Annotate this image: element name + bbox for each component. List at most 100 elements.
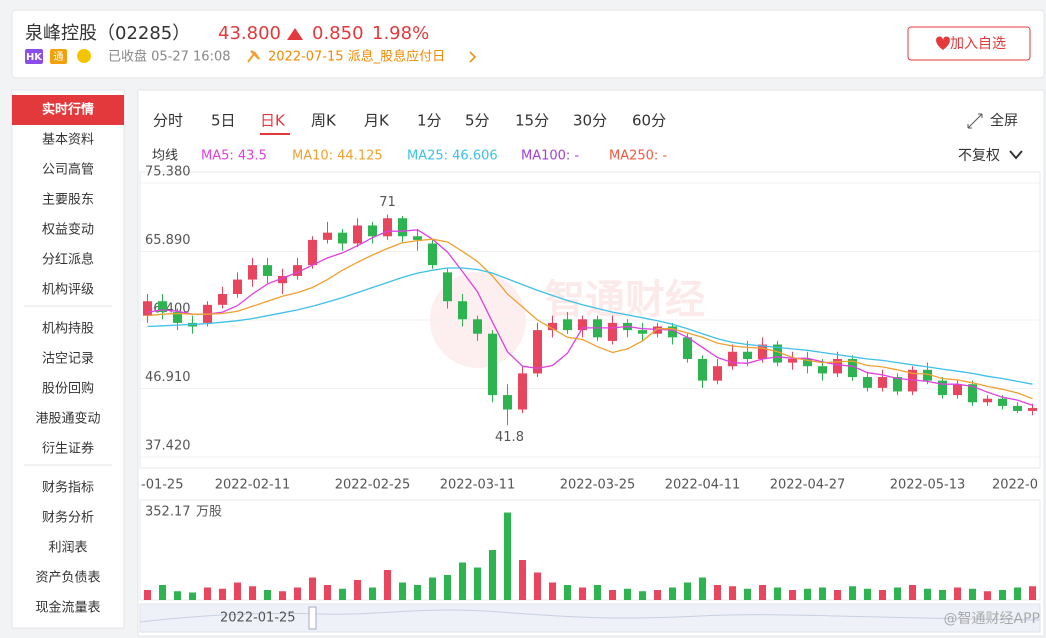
x-tick-label: 2022-04-27 [770,478,846,493]
volume-bar [1014,587,1021,600]
volume-bar [264,590,271,600]
rights-chevron [1009,150,1023,160]
icon [77,49,91,63]
sidebar-item[interactable]: 衍生证券 [42,441,94,457]
period-tab[interactable]: 5日 [211,112,236,130]
sidebar-item[interactable]: 资产负债表 [35,571,100,586]
high-label: 71 [379,195,396,210]
sidebar-item[interactable]: 公司高管 [42,162,94,178]
volume-bar [894,587,901,600]
ma-legend: MA100: - [521,149,579,164]
period-tab[interactable]: 5分 [465,112,490,130]
candle-body [923,369,932,381]
volume-bar [789,590,796,600]
candle-body [563,319,572,331]
sidebar-item[interactable]: 港股通变动 [35,411,100,427]
candle-body [488,333,497,396]
volume-unit: 万股 [196,505,222,520]
candle-body [323,232,332,240]
volume-bar [744,588,751,600]
period-tab[interactable]: 15分 [515,112,549,130]
candle-body [158,301,167,313]
candle-body [263,265,272,276]
sidebar-item[interactable]: 机构评级 [42,283,94,298]
candle-body [683,337,692,359]
volume-bar [684,582,691,600]
volume-bar [834,590,841,600]
period-tab[interactable]: 月K [364,112,390,130]
ma-legend: MA5: 43.5 [201,149,267,164]
chevron [469,51,477,63]
candle-body [668,326,677,338]
sidebar-item[interactable]: 沽空记录 [42,352,94,367]
volume-bar [879,590,886,600]
candle-body [533,330,542,374]
hk-badge: HK [26,52,43,63]
fullscreen-icon [967,113,983,129]
sidebar-item[interactable]: 现金流量表 [35,600,100,616]
sidebar-item[interactable]: 分红派息 [42,252,94,268]
volume-bar [1029,586,1036,600]
ma-legend: MA10: 44.125 [292,149,383,164]
volume-bar [489,550,496,600]
candle-body [953,384,962,396]
active-item-bg [12,95,124,125]
hk-badge-bg [25,49,43,64]
x-tick-label: -01-25 [141,478,183,493]
tong-badge: 通 [54,51,64,63]
navigator-handle[interactable] [308,606,317,630]
candle-body [578,319,587,331]
volume-bar [564,585,571,600]
x-tick-label: 2022-0 [992,478,1038,493]
percent: 1.98% [372,23,429,44]
volume-bar [429,577,436,600]
period-tab[interactable]: 30分 [573,112,607,130]
event[interactable]: 2022-07-15 派息_股息应付日 [268,49,445,65]
sidebar-item[interactable]: 财务分析 [42,510,94,526]
sidebar-item[interactable]: 基本资料 [42,133,94,148]
watch-button-label[interactable]: 加入自选 [950,36,1006,52]
period-tab[interactable]: 分时 [153,112,183,130]
sidebar-item[interactable]: 财务指标 [42,480,94,496]
volume-bar [849,586,856,600]
period-tab[interactable]: 60分 [632,112,666,130]
fullscreen[interactable]: 全屏 [990,112,1018,129]
candle-body [413,236,422,240]
volume-bar [594,585,601,600]
low-label: 41.8 [495,430,524,445]
x-tick-label: 2022-04-11 [665,478,741,493]
volume-bar [354,580,361,600]
volume-bar [549,582,556,600]
volume-bar [954,587,961,600]
x-tick-label: 2022-02-25 [335,478,411,493]
sidebar-item[interactable]: 利润表 [48,541,87,556]
sidebar-items: 实时行情基本资料公司高管主要股东权益变动分红派息机构评级机构持股沽空记录股份回购… [12,95,124,616]
candle-body [983,398,992,403]
sidebar-item[interactable]: 主要股东 [42,193,94,208]
volume-bar [864,588,871,600]
candle-body [998,398,1007,406]
sidebar-item[interactable]: 机构持股 [42,322,94,337]
candle-body [173,312,182,323]
sidebar-item[interactable]: 权益变动 [42,222,94,238]
volume-bar [234,582,241,600]
volume-bar [249,586,256,600]
candle-body [548,322,557,331]
period-tab[interactable]: 1分 [417,112,442,130]
y-tick-label: 65.890 [145,233,191,248]
y-tick-label: 37.420 [145,439,191,454]
period-tab[interactable]: 周K [311,112,337,130]
volume-bar [174,591,181,600]
rights[interactable]: 不复权 [958,147,1000,164]
y-tick-label: 46.910 [145,370,191,385]
candle-body [353,225,362,244]
watch-button[interactable] [907,26,1031,61]
candle-body [1028,408,1037,411]
sidebar-item[interactable]: 股份回购 [42,381,94,397]
sidebar-item[interactable]: 实时行情 [42,102,94,118]
volume-bar [654,590,661,600]
volume-frame [139,499,1041,601]
x-tick-label: 2022-05-13 [890,478,966,493]
volume-bar [414,585,421,600]
period-tab[interactable]: 日K [260,112,286,130]
